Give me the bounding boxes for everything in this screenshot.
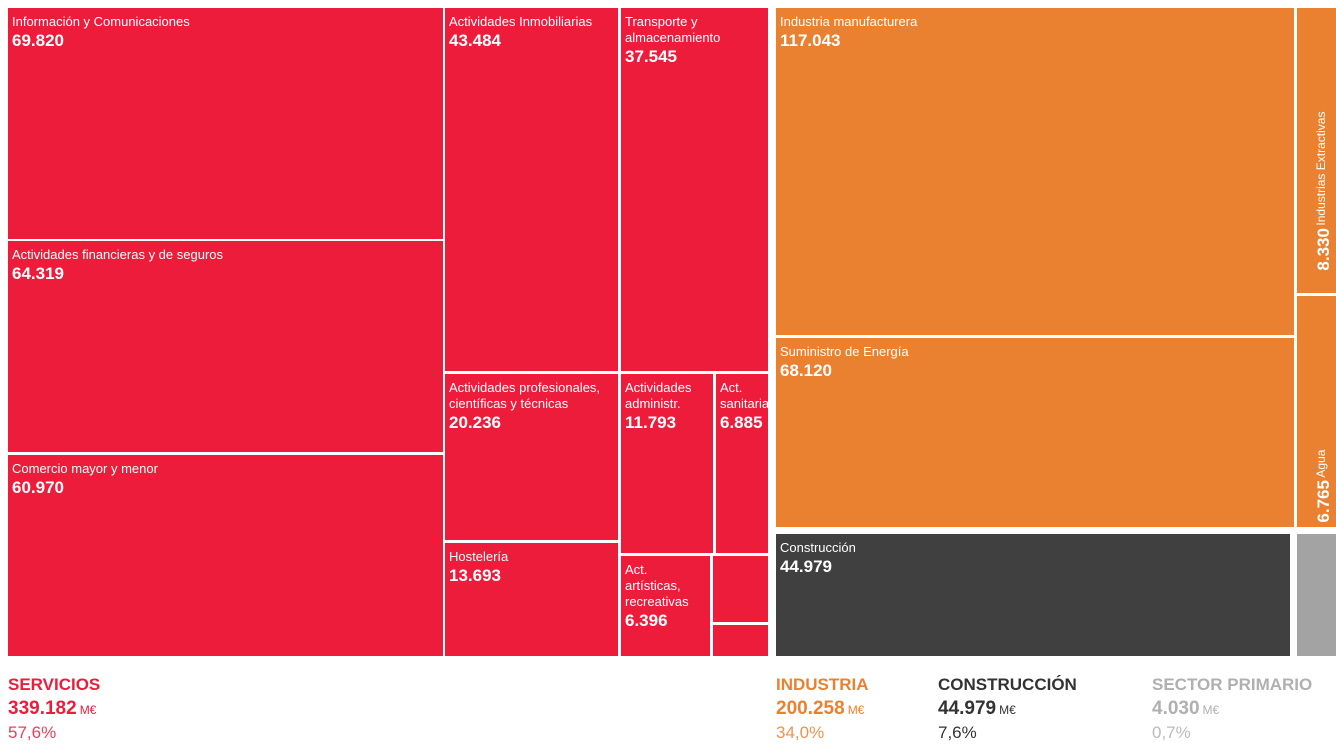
tile-value: 11.793 [625,413,677,432]
tile-value: 68.120 [780,361,832,380]
tile-name: Hostelería [449,549,509,564]
tile: Agua 6.765 [1297,296,1336,527]
tile: Industria manufacturera 117.043 [776,8,1294,335]
unit: M€ [1202,703,1220,717]
group-total: 4.030 M€ [1152,696,1312,723]
total-value: 4.030 [1152,698,1200,719]
unit: M€ [847,703,865,717]
group-name: INDUSTRIA [776,675,869,694]
tile-name: Construcción [780,540,856,555]
group-share: 7,6% [938,723,977,742]
tile [713,556,768,622]
tile: Actividades profesionales, científicas y… [445,374,618,540]
group-share: 57,6% [8,723,57,742]
tile: Actividades Inmobiliarias 43.484 [445,8,618,371]
legend-group: CONSTRUCCIÓN 44.979 M€ 7,6% [938,674,1077,743]
tile: Actividades administr. 11.793 [621,374,713,553]
tile: Hostelería 13.693 [445,543,618,656]
tile-value: 6.765 [1314,480,1333,523]
tile [1297,534,1336,656]
tile-name: Comercio mayor y menor [12,461,158,476]
tile-name: Agua [1314,450,1328,479]
tile-name: Información y Comunicaciones [12,14,190,29]
tile-value: 44.979 [780,557,832,576]
group-name: CONSTRUCCIÓN [938,675,1077,694]
total-value: 339.182 [8,698,77,719]
tile-name: Suministro de Energía [780,344,909,359]
tile-value: 43.484 [449,31,501,50]
tile: Actividades financieras y de seguros 64.3… [8,241,443,452]
tile: Comercio mayor y menor 60.970 [8,455,443,656]
tile-name: Transporte y almacenamiento [625,14,721,45]
tile-value: 13.693 [449,566,501,585]
tile: Act. artísticas, recreativas 6.396 [621,556,710,656]
tile-name: Act. sanitarias [720,380,768,411]
unit: M€ [79,703,97,717]
legend-group: INDUSTRIA 200.258 M€ 34,0% [776,674,869,743]
legend-group: SECTOR PRIMARIO 4.030 M€ 0,7% [1152,674,1312,743]
tile-value: 20.236 [449,413,501,432]
tile-label: Industrias Extractivas 8.330 [1314,112,1333,271]
group-name: SECTOR PRIMARIO [1152,675,1313,694]
group-total: 200.258 M€ [776,696,869,723]
tile: Industrias Extractivas 8.330 [1297,8,1336,293]
total-value: 200.258 [776,698,845,719]
tile-value: 6.885 [720,413,763,432]
tile-value: 37.545 [625,47,677,66]
unit: M€ [999,703,1016,717]
group-name: SERVICIOS [8,675,101,694]
total-value: 44.979 [938,698,997,719]
group-total: 44.979 M€ [938,696,1077,723]
tile-value: 8.330 [1314,228,1333,271]
tile-name: Actividades financieras y de seguros [12,247,224,262]
tile-label: Agua 6.765 [1314,450,1333,523]
tile-value: 60.970 [12,478,64,497]
tile: Transporte y almacenamiento 37.545 [621,8,768,371]
tile-value: 69.820 [12,31,64,50]
tile-value: 64.319 [12,264,64,283]
group-share: 34,0% [776,723,825,742]
tile-value: 6.396 [625,611,668,630]
tile-name: Actividades Inmobiliarias [449,14,593,29]
tile: Construcción 44.979 [776,534,1290,656]
tile-name: Industria manufacturera [780,14,918,29]
tile: Información y Comunicaciones 69.820 [8,8,443,239]
tile-name: Industrias Extractivas [1314,112,1328,227]
tile [713,625,768,656]
tile-value: 117.043 [780,31,841,50]
tile-name: Actividades administr. [625,380,692,411]
group-total: 339.182 M€ [8,696,100,723]
legend-group: SERVICIOS 339.182 M€ 57,6% [8,674,100,743]
tile: Act. sanitarias 6.885 [716,374,768,553]
tile-name: Actividades profesionales, científicas y… [449,380,601,411]
group-share: 0,7% [1152,723,1191,742]
tile-name: Act. artísticas, recreativas [625,562,689,609]
tile: Suministro de Energía 68.120 [776,338,1294,527]
